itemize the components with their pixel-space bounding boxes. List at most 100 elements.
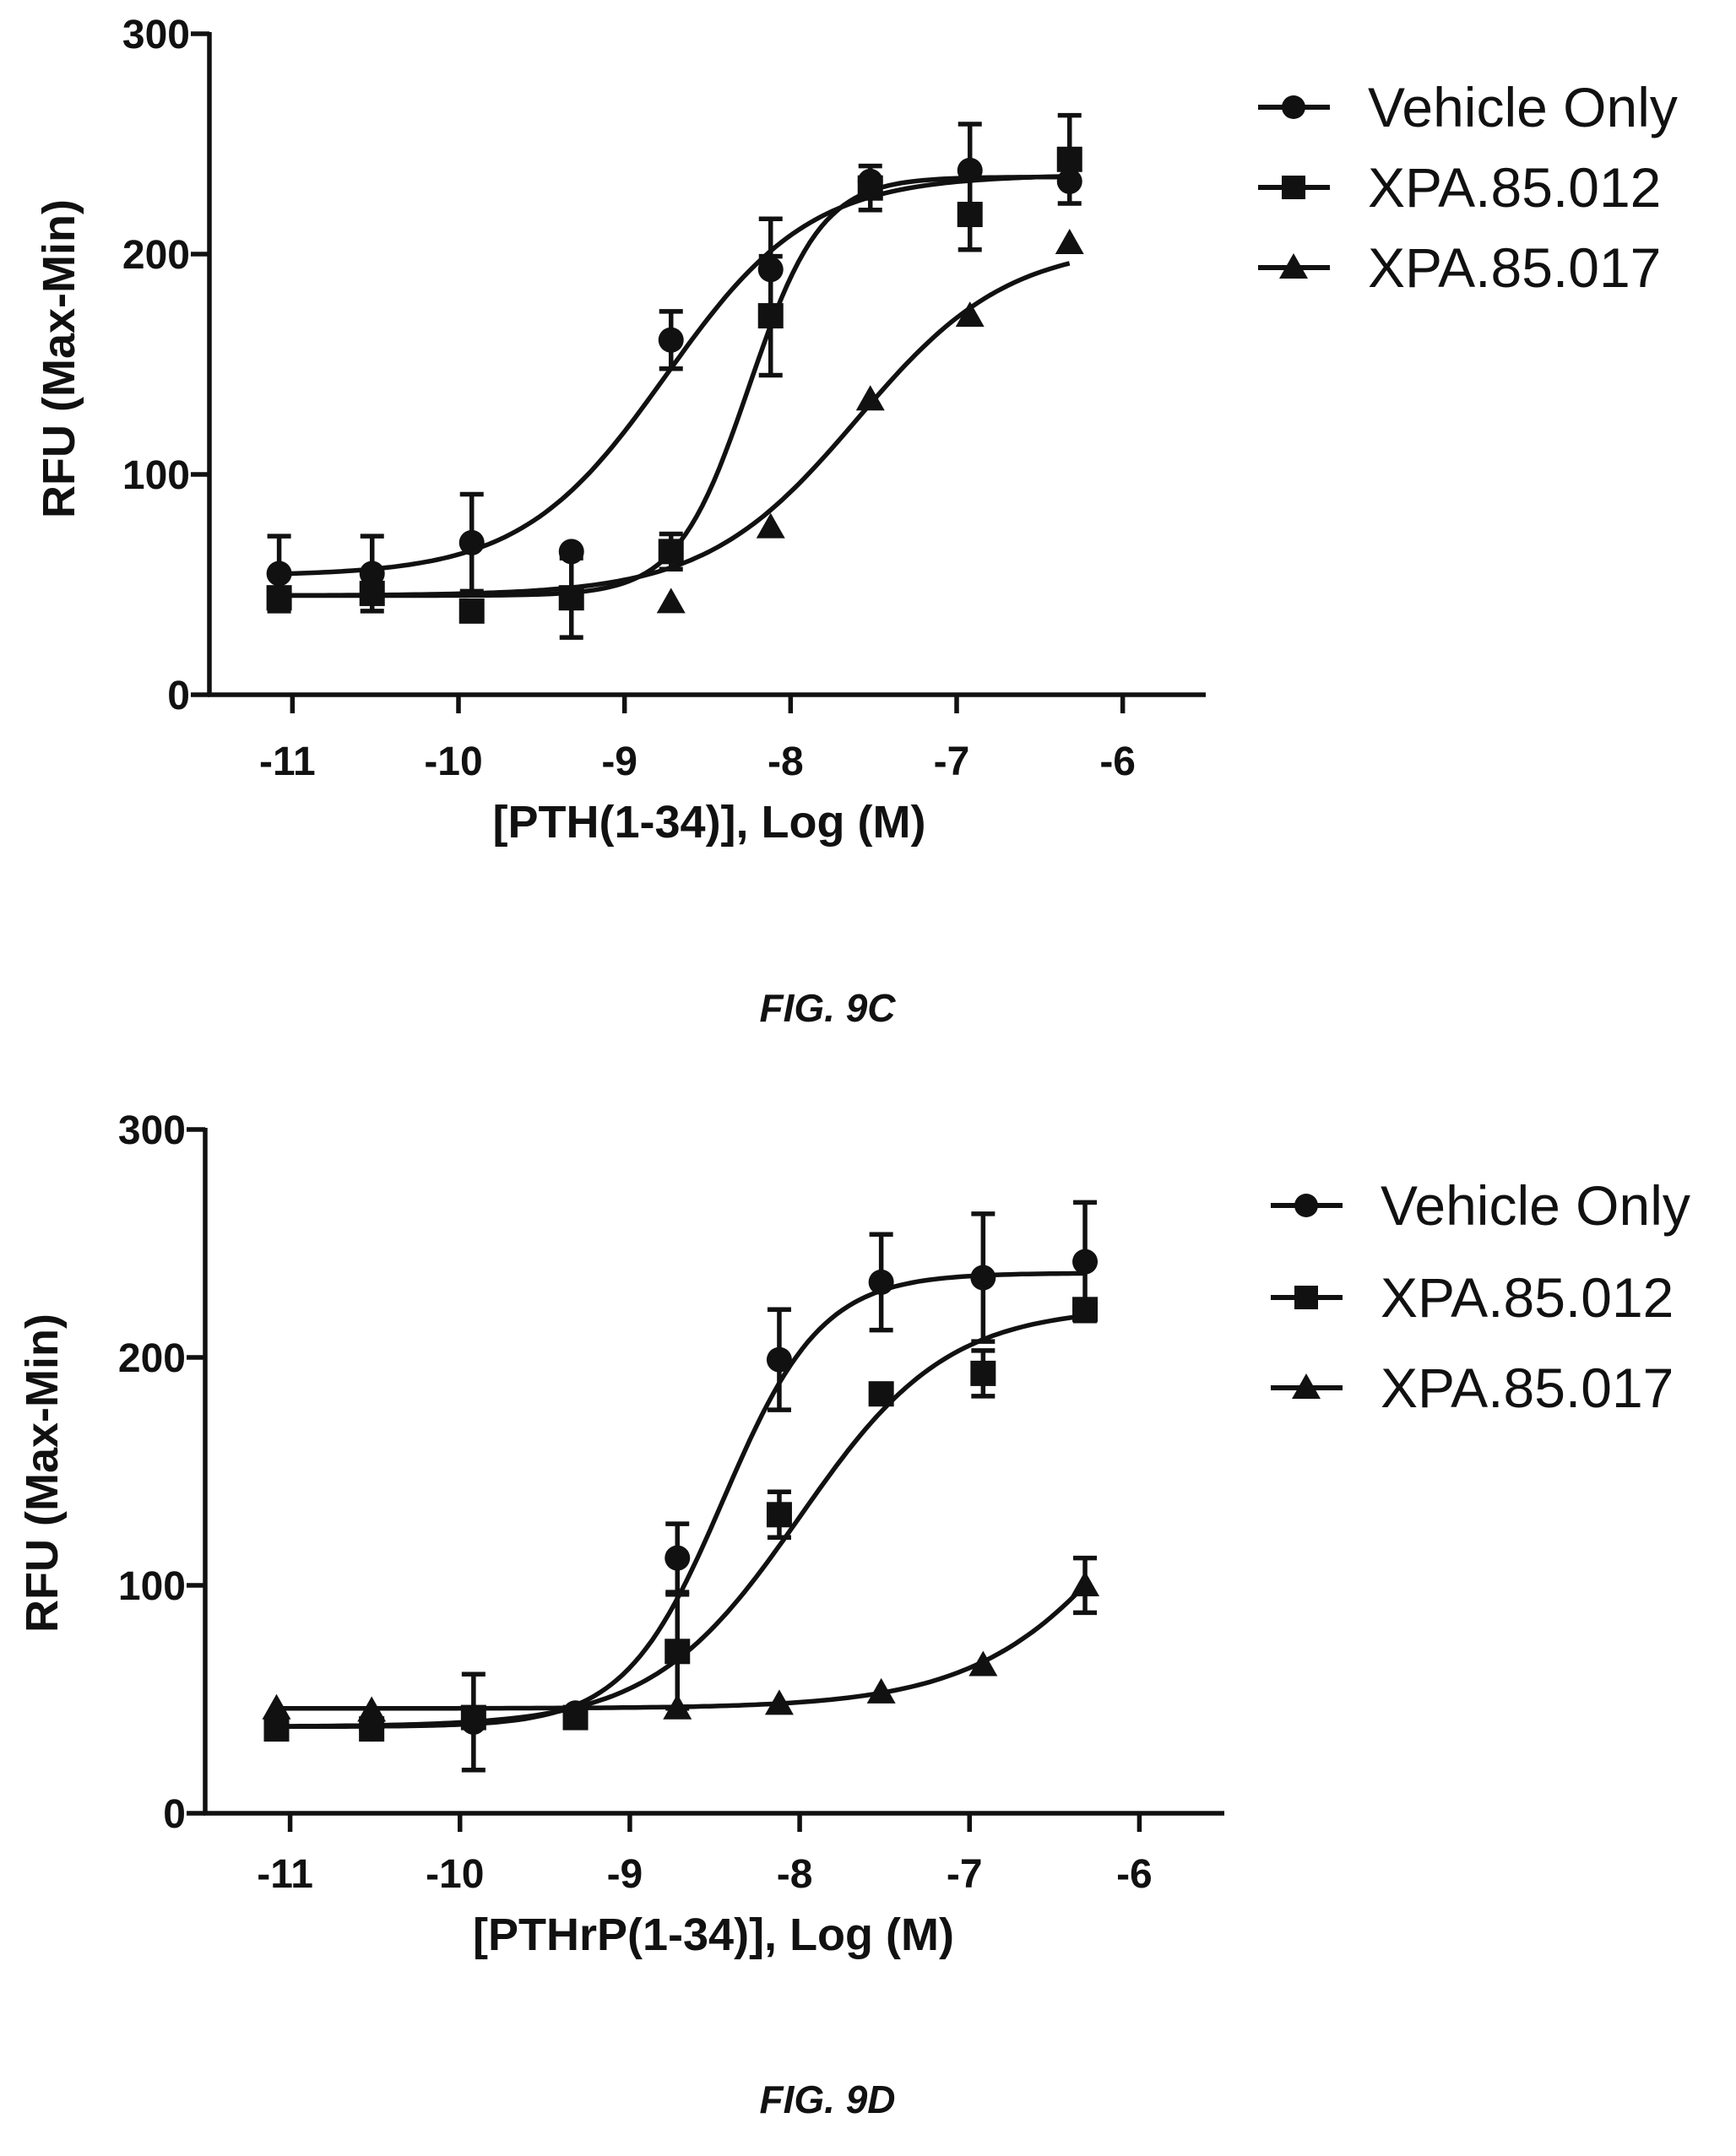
x-ticks: -11 -10 -9 -8 -7 -6: [257, 1813, 1153, 1897]
data-point-square: [266, 585, 292, 611]
data-point-square: [562, 1704, 589, 1731]
data-point-square: [1056, 146, 1082, 172]
data-point-circle: [757, 257, 784, 283]
x-axis-title: [PTH(1-34)], Log (M): [493, 797, 926, 848]
data-point-square: [665, 1639, 691, 1665]
data-markers: [262, 1249, 1100, 1742]
y-tick-label: 200: [118, 1336, 186, 1381]
error-bars: [461, 1200, 1098, 1773]
legend-label: XPA.85.017: [1368, 236, 1661, 299]
x-tick-label: -11: [259, 739, 316, 784]
fit-curve-vehicle-only: [279, 174, 1070, 577]
y-axis-title: RFU (Max-Min): [17, 1314, 68, 1633]
y-tick-label: 100: [118, 1564, 186, 1609]
x-tick-label: -6: [1099, 739, 1136, 784]
data-point-circle: [458, 529, 485, 555]
x-tick-label: -9: [601, 739, 637, 784]
axes: [203, 1128, 1224, 1816]
data-point-circle: [558, 539, 584, 565]
panel-fig-9c: 0 100 200 300 -11 -10 -9 -8 -7 -6 [PTH(1-34)], L…: [34, 13, 1678, 1030]
axes: [207, 32, 1206, 697]
data-point-triangle: [262, 1693, 291, 1720]
y-tick-label: 300: [122, 13, 190, 57]
legend-label: XPA.85.012: [1368, 156, 1661, 219]
x-tick-label: -10: [426, 1852, 484, 1897]
x-tick-label: -10: [424, 739, 482, 784]
data-point-triangle: [968, 1650, 998, 1677]
x-ticks: -11 -10 -9 -8 -7 -6: [259, 695, 1136, 784]
data-point-square: [1072, 1297, 1099, 1323]
y-tick-label: 300: [118, 1108, 186, 1153]
data-point-circle: [868, 1269, 894, 1295]
data-point-square: [766, 1502, 792, 1528]
data-point-square: [359, 580, 385, 606]
data-point-triangle: [656, 588, 686, 614]
y-tick-label: 200: [122, 233, 190, 278]
data-point-circle: [957, 157, 983, 183]
x-tick-label: -6: [1116, 1852, 1153, 1897]
y-ticks: 0 100 200 300: [118, 1108, 205, 1837]
x-tick-label: -7: [934, 739, 970, 784]
data-point-square: [757, 303, 784, 329]
data-point-triangle: [756, 512, 785, 539]
data-point-square: [558, 585, 584, 611]
data-point-circle: [665, 1545, 691, 1571]
data-point-circle: [766, 1346, 792, 1373]
square-marker-icon: [1282, 176, 1305, 199]
legend-label: Vehicle Only: [1381, 1174, 1690, 1237]
x-tick-label: -9: [607, 1852, 643, 1897]
data-markers: [266, 146, 1084, 624]
x-tick-label: -7: [947, 1852, 983, 1897]
x-tick-label: -8: [777, 1852, 813, 1897]
legend-label: XPA.85.017: [1381, 1357, 1674, 1419]
data-point-square: [658, 539, 684, 565]
triangle-marker-icon: [1279, 253, 1308, 279]
legend-item-xpa-85-012: XPA.85.012: [1258, 156, 1661, 219]
data-point-square: [460, 1704, 486, 1731]
circle-marker-icon: [1282, 95, 1305, 119]
data-point-circle: [1072, 1249, 1099, 1275]
y-tick-label: 0: [163, 1792, 186, 1837]
legend-item-xpa-85-017: XPA.85.017: [1258, 236, 1661, 299]
square-marker-icon: [1294, 1286, 1318, 1309]
data-point-triangle: [1055, 228, 1084, 254]
y-tick-label: 0: [167, 674, 190, 718]
data-point-circle: [359, 561, 385, 587]
data-point-square: [970, 1360, 996, 1386]
legend-label: Vehicle Only: [1368, 76, 1678, 138]
figure-caption: FIG. 9C: [759, 986, 896, 1030]
legend-item-vehicle-only: Vehicle Only: [1258, 76, 1678, 138]
data-point-triangle: [764, 1689, 794, 1715]
fit-curve-xpa-85-017: [279, 261, 1071, 599]
data-point-triangle: [855, 385, 885, 411]
legend-item-xpa-85-017: XPA.85.017: [1271, 1357, 1674, 1419]
x-tick-label: -11: [257, 1852, 313, 1897]
data-point-square: [957, 202, 983, 228]
data-point-triangle: [357, 1696, 387, 1722]
data-point-triangle: [663, 1693, 692, 1720]
data-point-square: [857, 175, 883, 201]
figure-caption: FIG. 9D: [759, 2077, 895, 2121]
data-point-square: [868, 1381, 894, 1407]
legend-label: XPA.85.012: [1381, 1266, 1674, 1329]
data-point-circle: [1056, 168, 1082, 194]
data-point-circle: [658, 327, 684, 353]
legend-item-xpa-85-012: XPA.85.012: [1271, 1266, 1674, 1329]
data-point-square: [458, 598, 485, 624]
data-point-square: [263, 1716, 290, 1742]
x-axis-title: [PTHrP(1-34)], Log (M): [473, 1910, 954, 1960]
legend-item-vehicle-only: Vehicle Only: [1271, 1174, 1690, 1237]
data-point-triangle: [955, 301, 985, 328]
y-tick-label: 100: [122, 453, 190, 498]
legend: Vehicle Only XPA.85.012 XPA.85.017: [1258, 76, 1678, 299]
data-point-triangle: [866, 1677, 896, 1704]
circle-marker-icon: [1294, 1194, 1318, 1217]
data-point-circle: [266, 561, 292, 587]
x-tick-label: -8: [768, 739, 804, 784]
y-axis-title: RFU (Max-Min): [34, 199, 84, 518]
y-ticks: 0 100 200 300: [122, 13, 209, 718]
triangle-marker-icon: [1292, 1373, 1321, 1399]
panel-fig-9d: 0 100 200 300 -11 -10 -9 -8 -7 -6 [PTHrP(1-34)],…: [17, 1108, 1690, 2121]
data-point-triangle: [1071, 1571, 1100, 1596]
